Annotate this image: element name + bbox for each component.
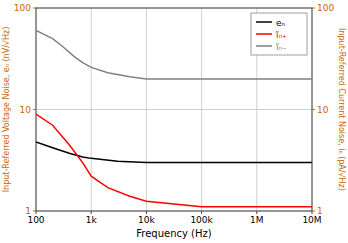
y-tick-label: 1 bbox=[25, 206, 31, 216]
series-line bbox=[36, 142, 312, 163]
x-tick bbox=[146, 211, 147, 214]
y2-tick-label: 10 bbox=[317, 105, 329, 115]
y2-tick-label: 1 bbox=[317, 206, 323, 216]
y-tick-label: 100 bbox=[14, 3, 31, 13]
x-tick-label: 10M bbox=[302, 215, 321, 225]
y-tick bbox=[33, 8, 36, 9]
y-tick bbox=[33, 211, 36, 212]
y-axis-label: Input-Referred Voltage Noise, eₙ (nV/√Hz… bbox=[2, 27, 11, 193]
chart: 1001k10k100k1M10M110100110100Frequency (… bbox=[0, 0, 348, 243]
x-tick-label: 1M bbox=[250, 215, 264, 225]
series-line bbox=[36, 114, 312, 207]
y2-tick bbox=[312, 211, 315, 212]
x-axis-label: Frequency (Hz) bbox=[136, 228, 212, 239]
legend-label: eₙ bbox=[276, 18, 286, 28]
legend-box bbox=[251, 13, 307, 55]
x-tick bbox=[256, 211, 257, 214]
legend-label: ĩₙ₋ bbox=[275, 42, 287, 52]
x-tick bbox=[201, 211, 202, 214]
y2-tick bbox=[312, 109, 315, 110]
y2-tick-label: 100 bbox=[317, 3, 334, 13]
x-tick-label: 1k bbox=[86, 215, 98, 225]
grid bbox=[36, 8, 312, 211]
y2-tick bbox=[312, 8, 315, 9]
legend-swatch bbox=[256, 21, 272, 23]
x-tick-label: 100 bbox=[27, 215, 44, 225]
x-tick-label: 10k bbox=[138, 215, 155, 225]
legend-swatch bbox=[256, 33, 272, 35]
x-tick-label: 100k bbox=[190, 215, 213, 225]
y-tick bbox=[33, 109, 36, 110]
x-tick bbox=[91, 211, 92, 214]
plot-area bbox=[36, 31, 312, 207]
legend: eₙ ĩₙ₊ ĩₙ₋ bbox=[251, 13, 307, 55]
legend-swatch bbox=[256, 45, 272, 47]
axes: 1001k10k100k1M10M110100110100 bbox=[14, 3, 335, 225]
y-tick-label: 10 bbox=[20, 105, 32, 115]
y2-axis-label: Input-Referred Current Noise, iₙ (pA/√Hz… bbox=[337, 28, 346, 191]
y-grid-line bbox=[36, 109, 312, 110]
plot-frame bbox=[36, 8, 312, 211]
legend-label: ĩₙ₊ bbox=[275, 30, 287, 40]
